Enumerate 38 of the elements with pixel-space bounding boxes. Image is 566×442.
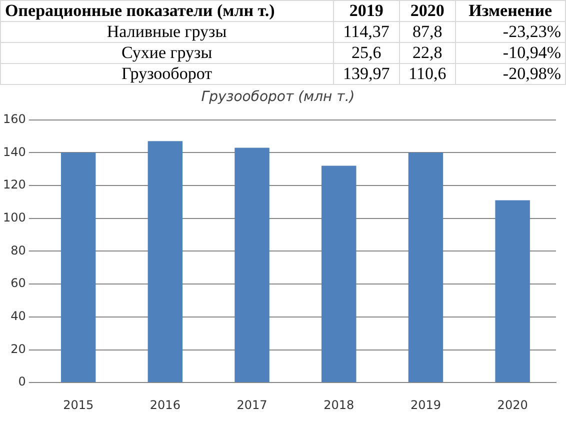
y-tick-label: 80 [10,243,26,258]
y-tick-label: 40 [10,309,26,324]
legend-label: Изменение [455,0,566,22]
bar [495,200,530,382]
x-tick-label: 2015 [63,398,94,412]
data-label: -20,98% [455,64,566,84]
x-tick-label: 2020 [497,398,528,412]
data-label: -10,94% [455,42,566,64]
data-label: -23,23% [455,22,566,42]
x-tick-label: 2018 [324,398,354,412]
y-tick-label: 120 [3,178,26,192]
y-tick-label: 20 [10,342,26,356]
y-tick-label: 160 [3,112,26,126]
data-label: 25,6 [333,42,400,64]
x-tick-label: 2019 [410,398,441,412]
y-tick-label: 60 [10,276,26,290]
legend-label: 2020 [400,0,456,22]
bar [408,152,444,382]
chart-title: Грузооборот (млн т.) [201,89,355,106]
bar [322,166,356,382]
category-label: Наливные грузы [0,22,334,42]
x-tick-label: 2017 [236,398,268,412]
bar [148,141,183,382]
bar [60,152,96,382]
data-label: 139,97 [333,64,400,84]
text: 2019 [333,0,400,22]
data-label: 110,6 [400,64,456,84]
x-tick-label: 2016 [150,398,180,412]
data-label: 87,8 [400,22,456,42]
y-tick-label: 100 [3,210,26,224]
category-label: Грузооборот [0,64,334,84]
data-label: 22,8 [400,42,456,64]
text: Операционные показатели (млн т.) [0,0,334,22]
data-label: 114,37 [333,22,400,42]
category-label: Сухие грузы [0,42,334,64]
y-tick-label: 0 [18,374,26,389]
y-tick-label: 140 [3,144,26,159]
bar [234,148,270,382]
